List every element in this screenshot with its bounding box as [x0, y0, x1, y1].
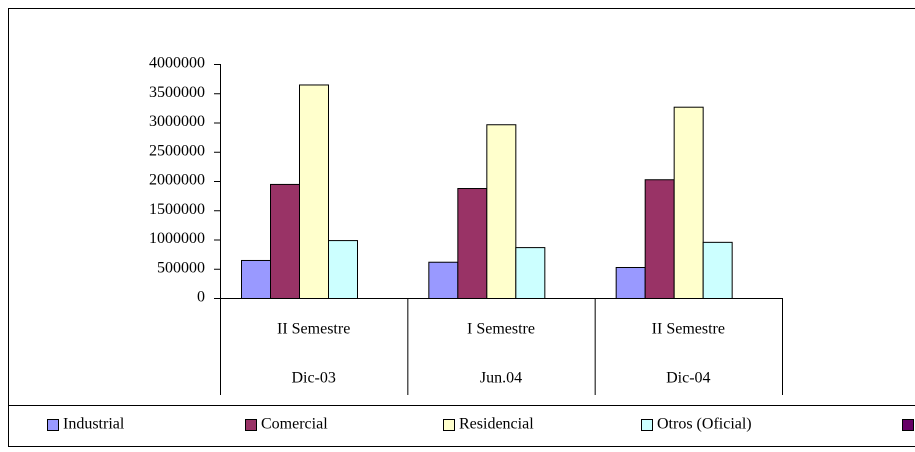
bar — [241, 259, 271, 300]
bar — [644, 179, 675, 299]
x-group-label: Dic-04 — [666, 370, 710, 387]
legend-marker — [47, 419, 59, 431]
x-tick-label: II Semestre — [277, 321, 350, 338]
bar — [615, 266, 646, 299]
bar — [515, 247, 546, 299]
legend-label: Otros (Oficial) — [657, 416, 752, 433]
bar — [457, 188, 488, 300]
bar — [328, 240, 358, 300]
legend-marker — [443, 419, 455, 431]
y-tick-label: 2000000 — [149, 172, 205, 189]
x-group-label: Dic-03 — [291, 370, 335, 387]
y-tick-label: 500000 — [157, 259, 205, 276]
legend-label: Industrial — [63, 416, 125, 433]
x-tick-label: II Semestre — [652, 321, 725, 338]
x-tick-label: I Semestre — [467, 321, 535, 338]
y-tick-label: 0 — [197, 289, 205, 306]
y-tick-label: 3000000 — [149, 113, 205, 130]
y-tick-label: 2500000 — [149, 142, 205, 159]
legend-marker-cut — [902, 419, 914, 431]
bar — [270, 183, 300, 299]
bar — [673, 106, 704, 299]
bar — [702, 241, 733, 299]
bar — [486, 124, 517, 299]
y-tick-label: 1500000 — [149, 201, 205, 218]
y-tick-label: 3500000 — [149, 84, 205, 101]
legend-marker — [641, 419, 653, 431]
bar — [299, 84, 329, 299]
x-group-label: Jun.04 — [480, 370, 522, 387]
legend-label: Residencial — [459, 416, 534, 433]
legend-marker — [245, 419, 257, 431]
bar — [428, 261, 459, 300]
y-tick-label: 1000000 — [149, 230, 205, 247]
legend-label: Comercial — [261, 416, 328, 433]
y-tick-label: 4000000 — [149, 55, 205, 72]
